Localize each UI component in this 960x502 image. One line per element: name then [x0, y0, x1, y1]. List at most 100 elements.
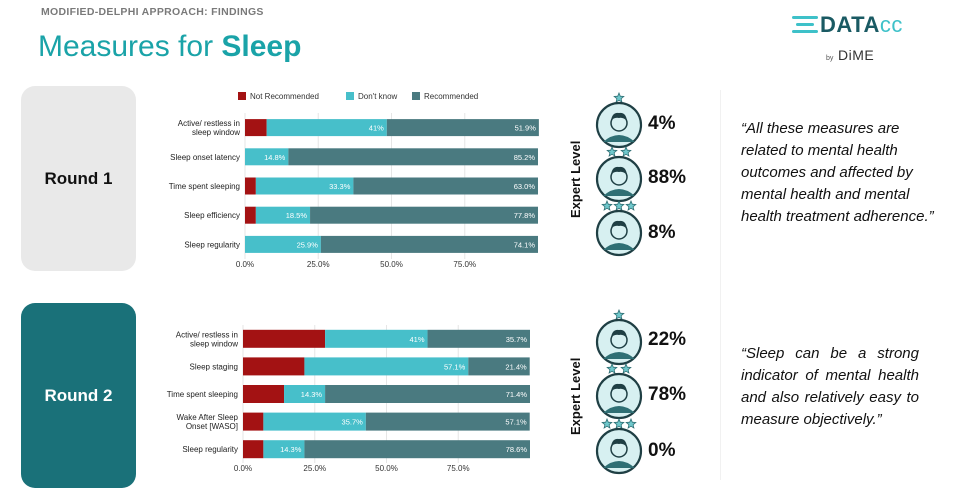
bar-don-t-know	[263, 440, 305, 459]
bar-recommended	[386, 119, 539, 137]
round1-quote: “All these measures are related to menta…	[741, 120, 934, 225]
bar-not-recommended	[243, 440, 264, 459]
legend-swatch-don-t-know	[346, 92, 354, 100]
category-label: Active/ restless in	[178, 119, 240, 128]
divider	[720, 90, 721, 480]
bar-don-t-know	[245, 148, 289, 166]
round2-chart: 0.0% 25.0% 50.0% 75.0% Active/ restless insl…	[167, 325, 530, 473]
star-icon	[601, 200, 613, 211]
bar-data-label: 41%	[410, 335, 425, 344]
star-icon	[613, 200, 625, 211]
bar-data-label: 51.9%	[515, 124, 537, 133]
bar-recommended	[310, 206, 538, 224]
bar-data-label: 85.2%	[514, 153, 536, 162]
bar-not-recommended	[243, 329, 326, 348]
star-icon	[625, 200, 637, 211]
title-prefix: Measures for	[38, 30, 222, 63]
bar-not-recommended	[245, 206, 256, 224]
bar-data-label: 57.1%	[444, 362, 466, 371]
bar-data-label: 35.7%	[342, 418, 364, 427]
bar-data-label: 18.5%	[286, 211, 308, 220]
round1-expert-level-2: 88%	[648, 167, 687, 188]
round2-label: Round 2	[44, 385, 113, 405]
avatar-shoulders	[603, 135, 635, 142]
avatar-shoulders	[603, 352, 635, 359]
bar-not-recommended	[243, 412, 264, 431]
logo-suffix-text: cc	[879, 12, 903, 37]
legend-label-don-t-know: Don't know	[358, 92, 398, 101]
x-tick-label: 25.0%	[303, 464, 326, 473]
legend-label-recommended: Recommended	[424, 92, 478, 101]
bar-don-t-know	[325, 329, 428, 348]
round1-chart: Not Recommended Don't know Recommended 0.0%…	[169, 92, 539, 269]
bar-data-label: 25.9%	[297, 240, 319, 249]
category-label: sleep window	[190, 339, 238, 348]
legend-label-not-recommended: Not Recommended	[250, 92, 319, 101]
round1-label: Round 1	[44, 168, 113, 188]
bar-data-label: 57.1%	[505, 418, 527, 427]
avatar-shoulders	[603, 189, 635, 196]
page-title: Measures for Sleep	[38, 30, 301, 64]
bar-not-recommended	[243, 385, 285, 403]
bar-don-t-know	[304, 357, 469, 376]
star-icon	[620, 363, 632, 374]
bar-don-t-know	[266, 119, 387, 137]
avatar-hair	[611, 220, 627, 229]
avatar-shoulders	[603, 461, 635, 468]
bar-recommended	[365, 412, 530, 431]
category-label: Time spent sleeping	[169, 182, 240, 191]
bar-data-label: 77.8%	[514, 211, 536, 220]
x-tick-label: 25.0%	[307, 260, 330, 269]
avatar-hair	[611, 112, 627, 121]
round2-box: Round 2	[21, 303, 136, 488]
bar-recommended	[353, 177, 538, 195]
expert-avatar-icon	[595, 309, 643, 366]
avatar-hair	[611, 438, 627, 447]
bar-not-recommended	[245, 119, 267, 137]
bar-not-recommended	[243, 357, 305, 376]
bar-data-label: 71.4%	[506, 390, 528, 399]
bar-data-label: 35.7%	[506, 335, 528, 344]
category-label: Sleep efficiency	[184, 211, 240, 220]
bar-recommended	[288, 148, 538, 166]
avatar-hair	[611, 166, 627, 175]
round1-expert-level-label: Expert Level	[568, 140, 583, 218]
round2-quote: “Sleep can be a strong indicator of ment…	[741, 345, 919, 428]
x-tick-label: 75.0%	[453, 260, 476, 269]
bar-data-label: 74.1%	[514, 240, 536, 249]
bar-data-label: 14.3%	[280, 445, 302, 454]
bar-data-label: 14.3%	[301, 390, 323, 399]
bar-data-label: 14.8%	[264, 153, 286, 162]
category-label: Sleep onset latency	[170, 153, 240, 162]
logo-main-text: DATA	[820, 12, 880, 37]
datacc-logo: DATAcc by DiME	[792, 12, 942, 72]
category-label: Sleep regularity	[182, 445, 238, 454]
bar-recommended	[325, 385, 530, 403]
x-tick-label: 50.0%	[380, 260, 403, 269]
bar-recommended	[304, 440, 530, 459]
bar-recommended	[320, 235, 538, 253]
bar-data-label: 63.0%	[514, 182, 536, 191]
bar-not-recommended	[245, 177, 256, 195]
expert-avatar-icon	[595, 92, 643, 149]
category-label: Wake After Sleep	[176, 413, 238, 422]
round2-expert-level-3: 0%	[648, 440, 676, 461]
bar-don-t-know	[245, 235, 321, 253]
star-icon	[613, 418, 625, 429]
star-icon	[601, 418, 613, 429]
logo-text: DATAcc	[820, 12, 903, 38]
bar-data-label: 21.4%	[505, 362, 527, 371]
round2-expert-level-2: 78%	[648, 384, 687, 405]
logo-mark-icon	[792, 16, 818, 33]
expert-avatar-icon	[595, 200, 643, 257]
category-label: Sleep staging	[190, 362, 238, 371]
expert-avatar-icon	[595, 146, 643, 203]
star-icon	[613, 92, 625, 103]
avatar-shoulders	[603, 406, 635, 413]
round1-expert-level-1: 4%	[648, 113, 676, 134]
star-icon	[613, 309, 625, 320]
title-bold: Sleep	[221, 30, 302, 63]
bar-data-label: 33.3%	[329, 182, 351, 191]
bar-don-t-know	[284, 385, 326, 403]
x-tick-label: 0.0%	[234, 464, 252, 473]
